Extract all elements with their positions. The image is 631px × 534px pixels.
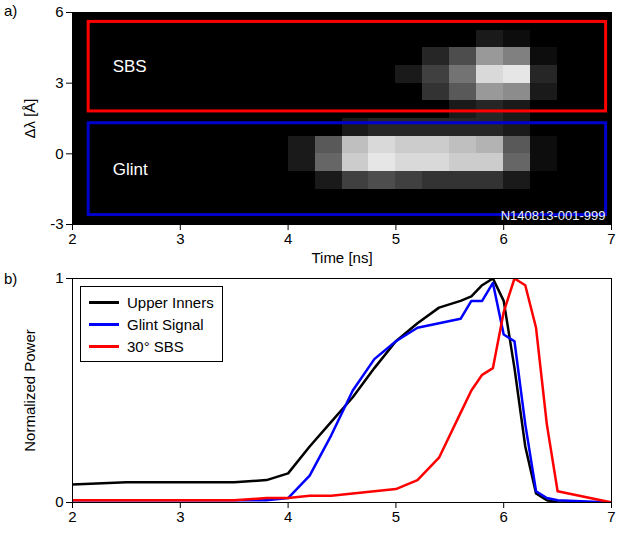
svg-text:0: 0 — [55, 145, 63, 162]
svg-text:5: 5 — [392, 508, 400, 525]
svg-text:3: 3 — [176, 230, 184, 247]
html-text:b): b) — [4, 270, 18, 287]
svg-text:0: 0 — [55, 493, 63, 510]
svg-text:3: 3 — [55, 74, 63, 91]
svg-text:2: 2 — [68, 508, 76, 525]
svg-text:7: 7 — [607, 230, 615, 247]
svg-text:Normalized Power: Normalized Power — [21, 329, 38, 452]
svg-text:6: 6 — [55, 3, 63, 20]
html-text:Glint Signal: Glint Signal — [127, 315, 204, 333]
svg-text:1: 1 — [55, 269, 63, 286]
html-text:Upper Inners: Upper Inners — [127, 293, 214, 311]
svg-text:5: 5 — [392, 230, 400, 247]
svg-text:3: 3 — [176, 508, 184, 525]
svg-text:4: 4 — [284, 508, 292, 525]
svg-text:Time [ns]: Time [ns] — [311, 249, 372, 266]
svg-text:6: 6 — [500, 508, 508, 525]
svg-text:6: 6 — [500, 230, 508, 247]
html-text:a): a) — [4, 2, 18, 19]
svg-text:Glint: Glint — [113, 160, 148, 179]
svg-text:4: 4 — [284, 230, 292, 247]
html-text:30° SBS: 30° SBS — [127, 337, 184, 355]
svg-text:2: 2 — [68, 230, 76, 247]
svg-text:N140813-001-999: N140813-001-999 — [501, 208, 606, 223]
svg-text:SBS: SBS — [113, 57, 147, 76]
svg-text:-3: -3 — [50, 215, 63, 232]
svg-text:7: 7 — [607, 508, 615, 525]
svg-text:Δλ [Å]: Δλ [Å] — [21, 98, 38, 138]
